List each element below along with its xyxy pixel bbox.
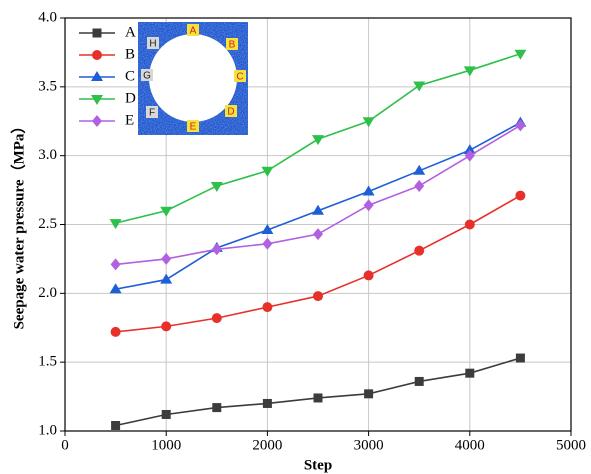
marker	[415, 377, 424, 386]
inset-label: H	[149, 39, 156, 50]
marker	[212, 243, 222, 255]
marker	[515, 191, 525, 201]
marker	[414, 180, 424, 192]
marker	[111, 327, 121, 337]
inset-label: A	[190, 26, 197, 37]
marker	[161, 321, 171, 331]
y-tick-label: 3.0	[38, 147, 57, 163]
marker	[162, 410, 171, 419]
inset-label: C	[236, 72, 243, 83]
marker	[516, 354, 525, 363]
inset-label: E	[190, 122, 197, 133]
marker	[212, 403, 221, 412]
marker	[161, 253, 171, 265]
chart: Step Seepage water pressure（MPa） 1.0 1.5 2…	[0, 0, 591, 474]
x-axis-title: Step	[304, 457, 332, 473]
legend-label: C	[125, 68, 135, 84]
y-tick-label: 1.0	[38, 422, 57, 438]
x-tick-label: 1000	[151, 437, 181, 453]
marker	[262, 238, 272, 250]
marker	[91, 95, 103, 105]
marker	[92, 50, 102, 60]
legend-label: D	[125, 90, 136, 106]
marker	[364, 270, 374, 280]
marker	[211, 182, 223, 192]
marker	[364, 199, 374, 211]
marker	[263, 399, 272, 408]
inset-label: F	[149, 108, 155, 119]
y-tick-label: 2.5	[38, 216, 57, 232]
inset-label: D	[227, 107, 234, 118]
series-line	[116, 196, 521, 332]
x-tick-label: 3000	[354, 437, 384, 453]
marker	[111, 421, 120, 430]
y-tick-label: 3.5	[38, 78, 57, 94]
marker	[515, 119, 525, 131]
y-axis-title: Seepage water pressure（MPa）	[9, 119, 27, 330]
legend-label: E	[125, 112, 134, 128]
inset-label: B	[229, 40, 236, 51]
x-tick-label: 2000	[252, 437, 282, 453]
marker	[313, 291, 323, 301]
legend-label: A	[125, 24, 136, 40]
y-tick-label: 1.5	[38, 354, 57, 370]
inset-image: A B C D E F G H	[138, 22, 248, 135]
marker	[160, 274, 172, 284]
x-tick-label: 5000	[556, 437, 586, 453]
marker	[364, 389, 373, 398]
legend-label: B	[125, 46, 135, 62]
marker	[212, 313, 222, 323]
marker	[314, 393, 323, 402]
x-tick-label: 0	[61, 437, 69, 453]
y-tick-label: 2.0	[38, 285, 57, 301]
marker	[111, 258, 121, 270]
inset-hole	[149, 34, 237, 122]
marker	[414, 246, 424, 256]
marker	[465, 220, 475, 230]
y-tick-label: 4.0	[38, 9, 57, 25]
marker	[262, 302, 272, 312]
marker	[91, 71, 103, 81]
marker	[465, 369, 474, 378]
marker	[313, 228, 323, 240]
inset-label: G	[143, 71, 151, 82]
marker	[93, 29, 102, 38]
series-line	[116, 125, 521, 264]
marker	[312, 135, 324, 145]
series-line	[116, 358, 521, 425]
marker	[92, 115, 102, 127]
x-tick-label: 4000	[455, 437, 485, 453]
